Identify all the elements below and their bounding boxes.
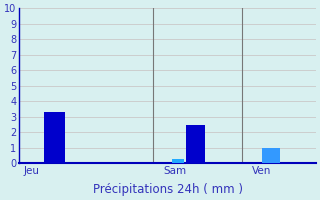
Text: Jeu: Jeu [24,166,40,176]
Bar [262,148,280,163]
Bar [186,125,205,163]
X-axis label: Précipitations 24h ( mm ): Précipitations 24h ( mm ) [92,183,243,196]
Text: Ven: Ven [252,166,271,176]
Bar [172,159,184,163]
Text: Sam: Sam [163,166,186,176]
Bar [44,112,65,163]
